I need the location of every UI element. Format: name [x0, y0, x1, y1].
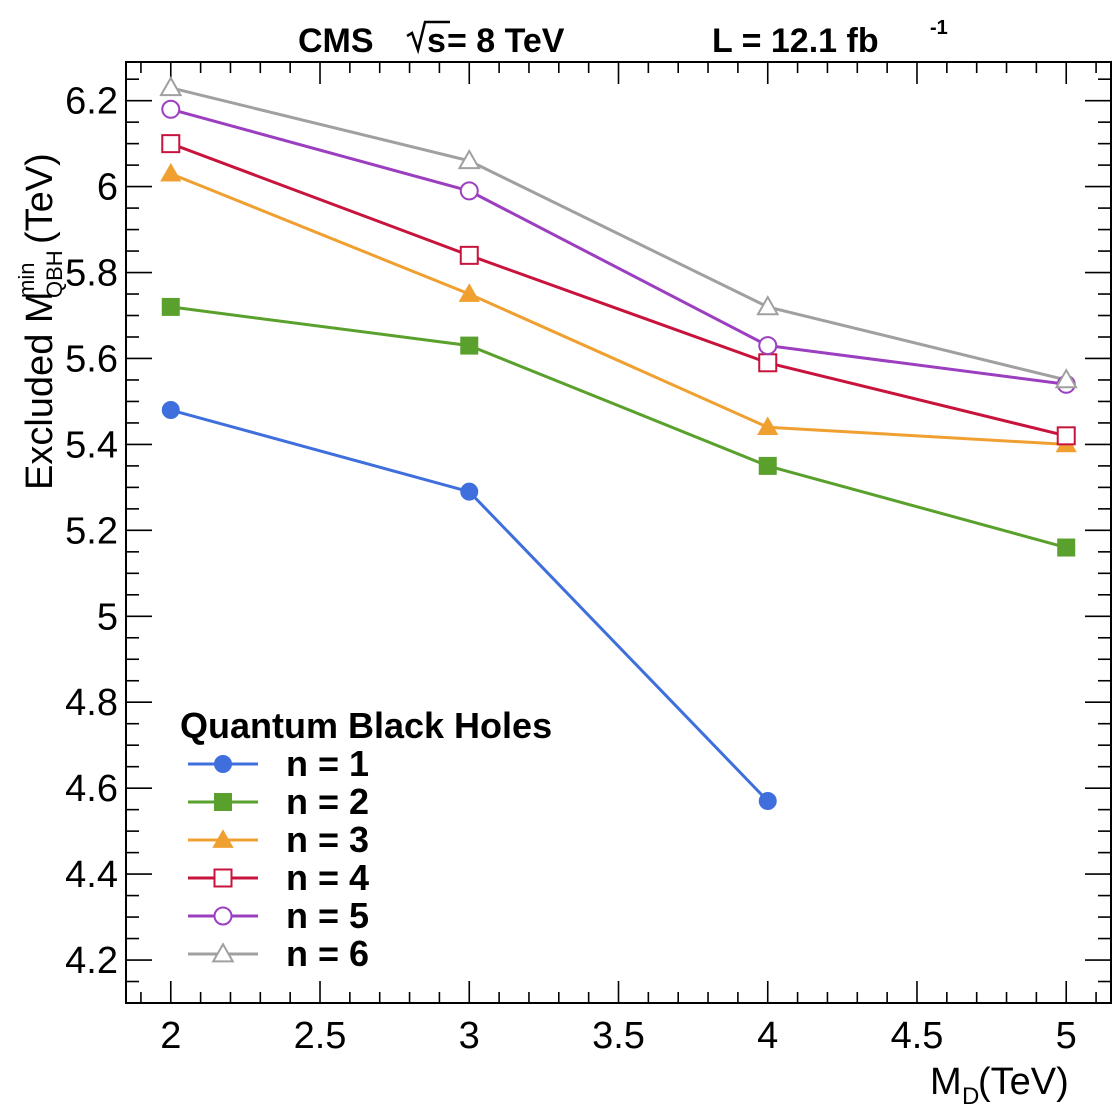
- data-point-series-1: [460, 482, 479, 501]
- series-line-2: [170, 305, 1067, 549]
- legend-marker-1: [214, 755, 232, 773]
- y-axis-label-superscript: min: [14, 263, 39, 298]
- x-tick-labels: 2 2.5 3 3.5 4 4.5 5: [160, 1015, 1077, 1057]
- title-sqrt-s: s: [427, 22, 446, 60]
- y-axis-label-unit: (TeV): [19, 153, 61, 244]
- y-tick-label: 4.4: [65, 854, 118, 896]
- data-point-series-2: [460, 336, 479, 355]
- legend-marker-2: [214, 793, 232, 811]
- legend-marker-6: [211, 942, 235, 963]
- legend-marker-4: [213, 868, 233, 888]
- x-tick-label: 2.5: [294, 1015, 347, 1057]
- y-axis-label-subscript: QBH: [42, 250, 67, 298]
- legend-marker-5: [213, 906, 233, 926]
- y-tick-label: 4.8: [65, 682, 118, 724]
- y-tick-label: 6.2: [65, 81, 118, 123]
- y-axis-label-main: Excluded M: [19, 291, 61, 490]
- series-line-3: [170, 172, 1067, 446]
- legend-label-2: n = 2: [286, 781, 369, 822]
- legend-label-4: n = 4: [286, 857, 369, 898]
- series-line-6: [170, 86, 1067, 382]
- data-point-series-4: [161, 134, 181, 154]
- x-tick-label: 3: [459, 1015, 480, 1057]
- data-point-series-6: [159, 75, 183, 97]
- data-point-series-6: [756, 295, 780, 316]
- data-point-series-5: [459, 181, 479, 201]
- x-tick-label: 4: [757, 1015, 778, 1057]
- data-point-series-2: [758, 456, 777, 475]
- data-point-series-2: [1057, 538, 1076, 557]
- x-axis-label: M D (TeV): [930, 1061, 1069, 1108]
- data-point-series-6: [1054, 368, 1078, 389]
- y-tick-label: 5.2: [65, 510, 118, 552]
- series-line-4: [170, 142, 1067, 438]
- title-energy: = 8 TeV: [447, 22, 565, 60]
- plot-frame: [125, 61, 1112, 1004]
- x-axis-label-subscript: D: [962, 1083, 979, 1108]
- data-point-series-6: [457, 149, 481, 170]
- series-markers: [159, 75, 1078, 811]
- data-point-series-5: [758, 336, 778, 356]
- title-luminosity: L = 12.1 fb: [712, 22, 879, 60]
- data-point-series-4: [758, 353, 778, 373]
- title-experiment: CMS: [298, 22, 374, 60]
- legend: Quantum Black Holes n = 1n = 2n = 3n = 4…: [180, 705, 552, 974]
- data-point-series-1: [758, 792, 777, 811]
- sqrt-symbol: [406, 20, 450, 55]
- y-tick-label: 5.8: [65, 253, 118, 295]
- y-axis-label: Excluded M min QBH (TeV): [14, 153, 67, 490]
- legend-label-5: n = 5: [286, 895, 369, 936]
- x-axis-label-main: M: [930, 1061, 962, 1103]
- data-point-series-5: [161, 99, 181, 119]
- series-line-5: [170, 107, 1067, 386]
- data-point-series-2: [161, 297, 180, 316]
- y-tick-label: 4.6: [65, 768, 118, 810]
- legend-title: Quantum Black Holes: [180, 705, 552, 746]
- y-tick-label: 4.2: [65, 940, 118, 982]
- data-point-series-4: [459, 245, 479, 265]
- series-lines: [170, 86, 1067, 803]
- y-tick-labels: 4.2 4.4 4.6 4.8 5 5.2 5.4 5.6 5.8 6 6.2: [65, 81, 118, 982]
- legend-label-3: n = 3: [286, 819, 369, 860]
- data-point-series-4: [1056, 426, 1076, 446]
- legend-marker-3: [212, 829, 234, 848]
- y-tick-label: 5.4: [65, 424, 118, 466]
- x-tick-label: 3.5: [592, 1015, 645, 1057]
- data-point-series-3: [458, 283, 480, 302]
- title-luminosity-exponent: -1: [930, 17, 948, 39]
- legend-label-6: n = 6: [286, 933, 369, 974]
- y-tick-label: 6: [97, 167, 118, 209]
- data-point-series-1: [161, 401, 180, 420]
- legend-label-1: n = 1: [286, 743, 369, 784]
- axis-ticks: [126, 62, 1111, 1004]
- y-tick-label: 5: [97, 596, 118, 638]
- chart-title: CMS s = 8 TeV L = 12.1 fb -1: [298, 17, 948, 60]
- x-tick-label: 4.5: [891, 1015, 944, 1057]
- x-tick-label: 2: [160, 1015, 181, 1057]
- y-tick-label: 5.6: [65, 338, 118, 380]
- x-axis-label-unit: (TeV): [978, 1061, 1069, 1103]
- data-point-series-3: [160, 162, 182, 182]
- data-point-series-3: [757, 416, 779, 436]
- x-tick-label: 5: [1056, 1015, 1077, 1057]
- legend-entries: n = 1n = 2n = 3n = 4n = 5n = 6: [188, 743, 369, 974]
